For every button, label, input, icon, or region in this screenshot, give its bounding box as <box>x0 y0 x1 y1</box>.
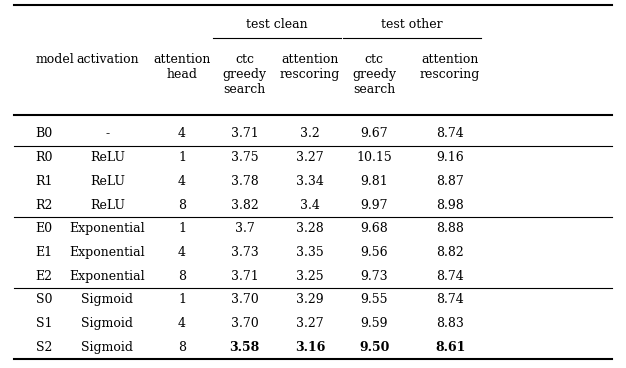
Text: 8: 8 <box>178 341 186 354</box>
Text: activation: activation <box>76 53 138 66</box>
Text: 8.61: 8.61 <box>435 341 465 354</box>
Text: 9.81: 9.81 <box>360 175 388 188</box>
Text: 8.87: 8.87 <box>436 175 464 188</box>
Text: 3.27: 3.27 <box>296 317 324 330</box>
Text: Exponential: Exponential <box>69 246 145 259</box>
Text: 9.97: 9.97 <box>361 198 388 212</box>
Text: 9.50: 9.50 <box>359 341 389 354</box>
Text: 1: 1 <box>178 151 186 164</box>
Text: Exponential: Exponential <box>69 222 145 235</box>
Text: 8.98: 8.98 <box>436 198 464 212</box>
Text: 8.83: 8.83 <box>436 317 464 330</box>
Text: 3.70: 3.70 <box>230 293 259 307</box>
Text: Exponential: Exponential <box>69 270 145 283</box>
Text: ReLU: ReLU <box>90 198 125 212</box>
Text: 4: 4 <box>178 127 186 140</box>
Text: 4: 4 <box>178 317 186 330</box>
Text: Sigmoid: Sigmoid <box>81 341 133 354</box>
Text: 9.55: 9.55 <box>361 293 388 307</box>
Text: 1: 1 <box>178 293 186 307</box>
Text: 3.70: 3.70 <box>230 317 259 330</box>
Text: 8.74: 8.74 <box>436 127 464 140</box>
Text: 8: 8 <box>178 198 186 212</box>
Text: attention
rescoring: attention rescoring <box>280 53 340 81</box>
Text: -: - <box>105 127 110 140</box>
Text: E1: E1 <box>36 246 53 259</box>
Text: ctc
greedy
search: ctc greedy search <box>222 53 267 96</box>
Text: 3.16: 3.16 <box>295 341 325 354</box>
Text: Sigmoid: Sigmoid <box>81 293 133 307</box>
Text: 8.74: 8.74 <box>436 270 464 283</box>
Text: model: model <box>36 53 74 66</box>
Text: 9.16: 9.16 <box>436 151 464 164</box>
Text: R2: R2 <box>36 198 53 212</box>
Text: 9.59: 9.59 <box>361 317 388 330</box>
Text: 3.29: 3.29 <box>296 293 324 307</box>
Text: 8: 8 <box>178 270 186 283</box>
Text: 4: 4 <box>178 175 186 188</box>
Text: attention
rescoring: attention rescoring <box>420 53 480 81</box>
Text: 3.82: 3.82 <box>230 198 259 212</box>
Text: 3.27: 3.27 <box>296 151 324 164</box>
Text: E0: E0 <box>36 222 53 235</box>
Text: 9.56: 9.56 <box>361 246 388 259</box>
Text: E2: E2 <box>36 270 53 283</box>
Text: 8.88: 8.88 <box>436 222 464 235</box>
Text: 9.68: 9.68 <box>360 222 388 235</box>
Text: 3.7: 3.7 <box>235 222 254 235</box>
Text: S0: S0 <box>36 293 52 307</box>
Text: B0: B0 <box>36 127 53 140</box>
Text: test clean: test clean <box>247 18 308 31</box>
Text: 9.67: 9.67 <box>361 127 388 140</box>
Text: 3.35: 3.35 <box>296 246 324 259</box>
Text: 3.71: 3.71 <box>230 127 259 140</box>
Text: S2: S2 <box>36 341 52 354</box>
Text: 1: 1 <box>178 222 186 235</box>
Text: 3.25: 3.25 <box>296 270 324 283</box>
Text: 3.4: 3.4 <box>300 198 320 212</box>
Text: R1: R1 <box>36 175 53 188</box>
Text: Sigmoid: Sigmoid <box>81 317 133 330</box>
Text: 3.73: 3.73 <box>230 246 259 259</box>
Text: 3.71: 3.71 <box>230 270 259 283</box>
Text: ctc
greedy
search: ctc greedy search <box>352 53 396 96</box>
Text: R0: R0 <box>36 151 53 164</box>
Text: ReLU: ReLU <box>90 175 125 188</box>
Text: 3.34: 3.34 <box>296 175 324 188</box>
Text: 4: 4 <box>178 246 186 259</box>
Text: S1: S1 <box>36 317 52 330</box>
Text: 3.78: 3.78 <box>230 175 259 188</box>
Text: 3.28: 3.28 <box>296 222 324 235</box>
Text: ReLU: ReLU <box>90 151 125 164</box>
Text: 3.58: 3.58 <box>229 341 260 354</box>
Text: 8.74: 8.74 <box>436 293 464 307</box>
Text: test other: test other <box>381 18 443 31</box>
Text: 8.82: 8.82 <box>436 246 464 259</box>
Text: 9.73: 9.73 <box>361 270 388 283</box>
Text: attention
head: attention head <box>153 53 211 81</box>
Text: 3.2: 3.2 <box>300 127 320 140</box>
Text: 10.15: 10.15 <box>356 151 392 164</box>
Text: 3.75: 3.75 <box>230 151 259 164</box>
